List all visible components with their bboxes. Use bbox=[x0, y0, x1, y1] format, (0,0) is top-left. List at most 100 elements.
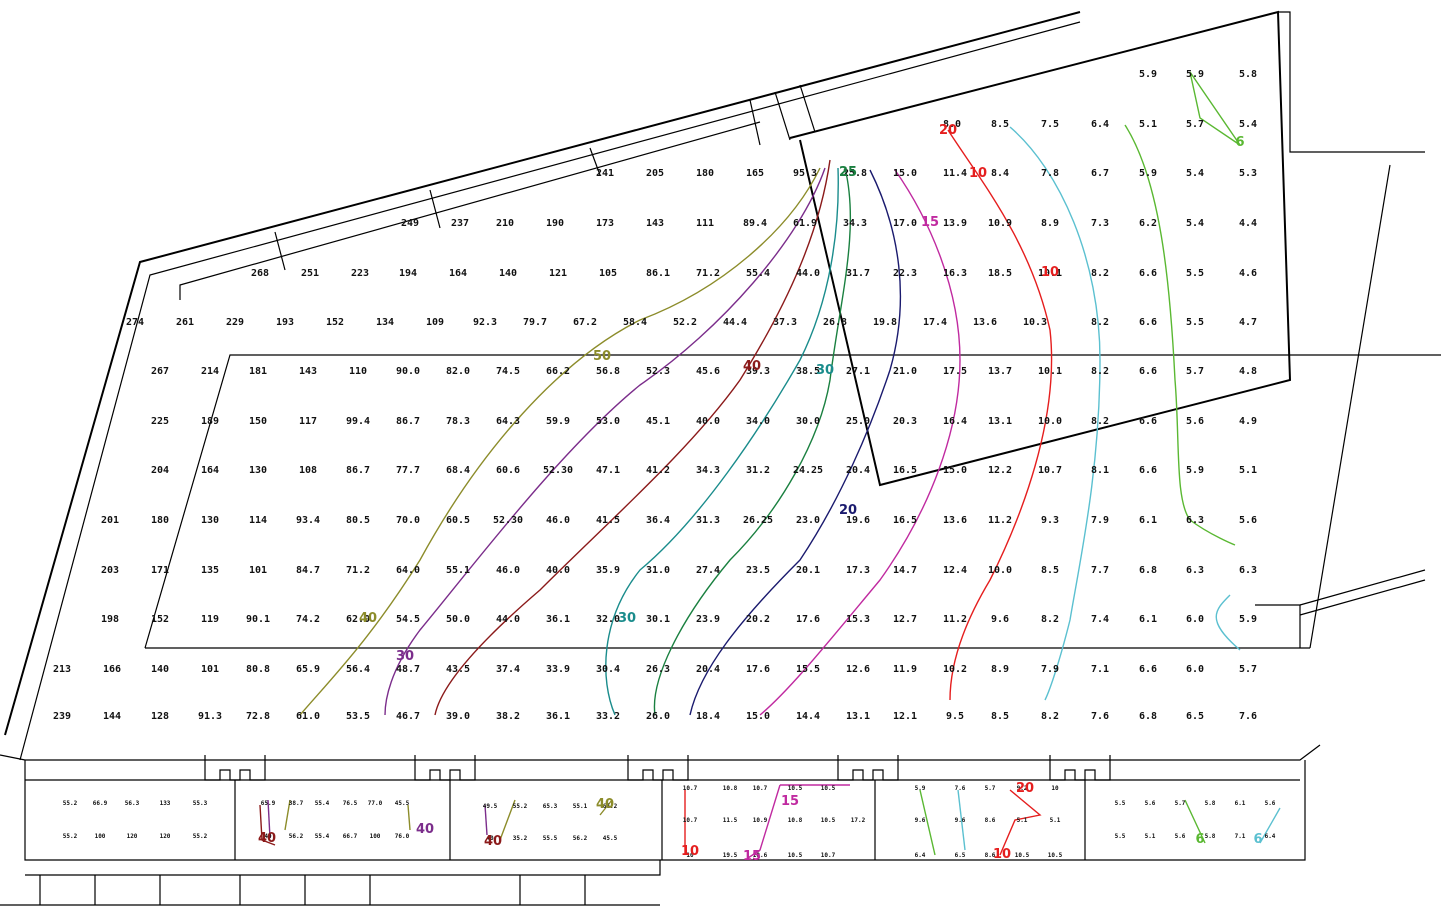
room-value: 40 bbox=[264, 833, 272, 840]
isoline-label: 40 bbox=[258, 831, 276, 846]
isoline-25 bbox=[653, 167, 852, 716]
isoline-10-red bbox=[947, 129, 1053, 701]
grid-value: 46.7 bbox=[396, 711, 420, 722]
grid-value: 140 bbox=[151, 664, 169, 675]
room-value: 10.5 bbox=[821, 785, 836, 792]
grid-value: 9.5 bbox=[946, 711, 964, 722]
grid-value: 17.4 bbox=[923, 317, 947, 328]
grid-value: 7.4 bbox=[1091, 614, 1109, 625]
grid-value: 11.9 bbox=[893, 664, 917, 675]
grid-value: 32.0 bbox=[596, 614, 620, 625]
grid-value: 11.4 bbox=[943, 168, 967, 179]
grid-value: 39.3 bbox=[746, 366, 770, 377]
room-value: 120 bbox=[160, 833, 171, 840]
grid-value: 34.0 bbox=[746, 416, 770, 427]
grid-value: 173 bbox=[596, 218, 614, 229]
grid-value: 20.3 bbox=[893, 416, 917, 427]
isoline-label: 10 bbox=[993, 847, 1011, 862]
room-value: 55.2 bbox=[63, 833, 78, 840]
grid-value: 7.9 bbox=[1041, 664, 1059, 675]
grid-value: 150 bbox=[249, 416, 267, 427]
grid-value: 59.9 bbox=[546, 416, 570, 427]
grid-value: 70.0 bbox=[396, 515, 420, 526]
grid-value: 77.7 bbox=[396, 465, 420, 476]
grid-value: 7.9 bbox=[1091, 515, 1109, 526]
grid-value: 13.9 bbox=[943, 218, 967, 229]
room-value: 5.7 bbox=[985, 785, 996, 792]
room-values: 55.2 66.9 56.3 133 55.355.2 100 120 120 55.265.9… bbox=[63, 785, 1276, 859]
isoline-label: 15 bbox=[921, 215, 939, 230]
grid-value: 5.5 bbox=[1186, 268, 1204, 279]
grid-value: 119 bbox=[201, 614, 219, 625]
grid-value: 43.5 bbox=[446, 664, 470, 675]
room-value: 5.6 bbox=[1145, 800, 1156, 807]
room-value: 5.8 bbox=[1205, 800, 1216, 807]
grid-value: 26.25 bbox=[743, 515, 773, 526]
grid-value: 74.2 bbox=[296, 614, 320, 625]
isoline-label: 25 bbox=[839, 165, 857, 180]
isoline-label: 10 bbox=[681, 844, 699, 859]
grid-value: 35.9 bbox=[596, 565, 620, 576]
grid-value: 5.1 bbox=[1239, 465, 1257, 476]
grid-value: 8.2 bbox=[1091, 366, 1109, 377]
isoline-40-red bbox=[434, 159, 831, 716]
isoline-label: 15 bbox=[781, 794, 799, 809]
grid-value: 30.4 bbox=[596, 664, 620, 675]
grid-value: 33.9 bbox=[546, 664, 570, 675]
grid-value: 117 bbox=[299, 416, 317, 427]
room-value: 9.2 bbox=[1017, 785, 1028, 792]
grid-value: 17.6 bbox=[746, 664, 770, 675]
grid-value: 61.9 bbox=[793, 218, 817, 229]
grid-value: 15.3 bbox=[846, 614, 870, 625]
grid-value: 10.0 bbox=[1038, 416, 1062, 427]
grid-value: 13.6 bbox=[943, 515, 967, 526]
grid-value: 79.7 bbox=[523, 317, 547, 328]
grid-value: 68.4 bbox=[446, 465, 470, 476]
grid-value: 20.1 bbox=[796, 565, 820, 576]
grid-value: 114 bbox=[249, 515, 267, 526]
isoline-20-navy bbox=[689, 169, 902, 716]
room-value: 10.7 bbox=[753, 785, 768, 792]
isoline-label: 40 bbox=[416, 822, 434, 837]
grid-value: 21.0 bbox=[893, 366, 917, 377]
grid-value: 25.8 bbox=[843, 168, 867, 179]
grid-value: 39.0 bbox=[446, 711, 470, 722]
room-value: 7.6 bbox=[955, 785, 966, 792]
grid-value: 8.2 bbox=[1091, 317, 1109, 328]
grid-value: 5.6 bbox=[1186, 416, 1204, 427]
grid-value: 44.0 bbox=[796, 268, 820, 279]
grid-value: 17.6 bbox=[796, 614, 820, 625]
room-value: 5.9 bbox=[915, 785, 926, 792]
grid-value: 52.2 bbox=[673, 317, 697, 328]
grid-value: 53.5 bbox=[346, 711, 370, 722]
grid-value: 18.4 bbox=[696, 711, 720, 722]
grid-value: 31.3 bbox=[696, 515, 720, 526]
isoline-label: 6 bbox=[1195, 832, 1204, 847]
grid-value: 5.4 bbox=[1186, 218, 1204, 229]
grid-value: 7.6 bbox=[1091, 711, 1109, 722]
grid-value: 26.0 bbox=[646, 711, 670, 722]
isoline-label: 20 bbox=[1016, 781, 1034, 796]
room-value: 10.7 bbox=[821, 852, 836, 859]
grid-value: 72.8 bbox=[246, 711, 270, 722]
grid-value: 26.3 bbox=[646, 664, 670, 675]
grid-value: 6.8 bbox=[1139, 565, 1157, 576]
isoline-label: 20 bbox=[839, 503, 857, 518]
room-value: 38.7 bbox=[289, 800, 304, 807]
room-value: 9.6 bbox=[955, 817, 966, 824]
grid-value: 20.4 bbox=[696, 664, 720, 675]
grid-value: 6.4 bbox=[1091, 119, 1109, 130]
grid-value: 8.2 bbox=[1041, 614, 1059, 625]
grid-value: 5.7 bbox=[1239, 664, 1257, 675]
grid-value: 13.7 bbox=[988, 366, 1012, 377]
grid-value: 9.6 bbox=[991, 614, 1009, 625]
grid-value: 6.6 bbox=[1139, 366, 1157, 377]
room-value: 66.7 bbox=[343, 833, 358, 840]
grid-value: 267 bbox=[151, 366, 169, 377]
grid-value: 193 bbox=[276, 317, 294, 328]
room-value: 35.2 bbox=[513, 835, 528, 842]
isoline-30 bbox=[605, 167, 839, 716]
grid-value: 38.5 bbox=[796, 366, 820, 377]
grid-value: 15.0 bbox=[746, 711, 770, 722]
